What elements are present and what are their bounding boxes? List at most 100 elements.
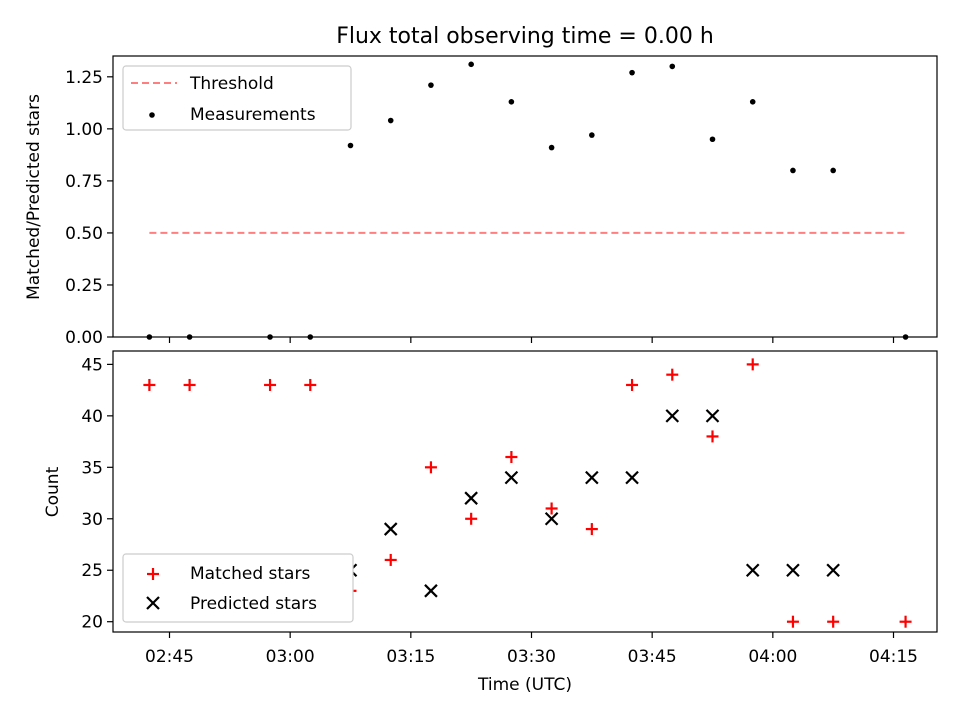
top-y-axis-label: Matched/Predicted stars [24,94,44,300]
measurement-point [669,63,676,70]
matched-star-point [465,512,478,525]
legend-threshold-label: Threshold [189,74,274,94]
measurement-point [629,69,635,76]
measurement-point [508,98,515,105]
predicted-star-point [544,511,559,526]
bottom-x-ticks: 02:45 03:00 03:15 03:30 03:45 04:00 04:15 [145,632,918,667]
predicted-star-point [383,522,398,536]
matched-star-point [424,461,437,474]
top-y-ticks: 0.00 0.25 0.50 0.75 1.00 1.25 [65,68,113,348]
measurement-point [267,334,273,340]
legend-predicted-label: Predicted stars [190,594,317,614]
legend-measurements-swatch [149,112,155,118]
x-tick-label: 02:45 [145,647,194,667]
top-y-tick-label: 1.25 [65,68,103,88]
measurement-point [548,144,555,151]
top-y-tick-label: 0.00 [65,328,103,348]
predicted-star-point [826,563,840,578]
bottom-y-ticks: 20 25 30 35 40 45 [81,355,113,633]
bottom-axes-frame [112,350,938,633]
legend-measurements-label: Measurements [190,105,316,125]
x-tick-label: 03:45 [628,647,677,667]
predicted-stroke [383,522,398,536]
legend-matched-label: Matched stars [190,564,310,584]
predicted-stroke [504,470,519,485]
measurement-point [790,167,796,174]
top-y-tick-label: 0.25 [65,276,103,296]
bottom-y-tick-label: 30 [81,510,103,530]
x-axis-label: Time (UTC) [477,675,572,695]
x-tick-label: 03:00 [266,647,315,667]
x-tick-label: 04:15 [869,647,918,667]
predicted-stroke [424,584,438,598]
bottom-y-tick-label: 25 [81,561,103,581]
top-x-ticks [168,337,895,343]
bottom-y-tick-label: 40 [81,407,103,427]
predicted-stroke [705,409,720,423]
matched-star-point [786,615,799,628]
matched-star-point [505,451,518,464]
top-axes: Matched/Predicted stars 0.00 0.25 0.50 0.75… [24,55,938,348]
top-legend-box [122,65,352,131]
matched-star-point [827,615,840,628]
matched-star-point [384,553,397,566]
top-y-tick-label: 0.75 [65,172,103,192]
predicted-stroke [786,563,800,578]
matched-star-point [183,378,196,391]
matched-star-point [706,430,719,443]
bottom-legend: Matched stars Predicted stars [122,553,354,623]
bottom-marks [143,358,912,628]
matched-star-point [899,615,912,628]
legend-matched-swatch [147,568,159,580]
top-y-tick-label: 0.50 [65,224,103,244]
top-y-tick-label: 1.00 [65,120,103,140]
predicted-stroke [625,470,639,485]
matched-star-point [626,378,639,391]
measurement-point [468,61,474,68]
predicted-star-point [786,563,800,578]
predicted-stroke [544,511,559,526]
predicted-stroke [464,491,478,505]
bottom-y-tick-label: 45 [81,355,103,375]
x-tick-label: 03:30 [507,647,556,667]
measurement-point [709,136,716,143]
bottom-legend-box [122,553,354,623]
measurement-point [749,98,756,105]
measurement-point [387,117,394,124]
top-legend: Threshold Measurements [122,65,352,131]
top-marks [146,61,909,340]
top-axes-frame [112,55,938,338]
measurement-point [307,334,314,340]
predicted-star-point [665,409,680,423]
measurement-point [902,334,909,340]
bottom-axes: Count Time (UTC) 20 25 30 35 40 45 02:45 03:00… [43,350,938,695]
predicted-star-point [464,491,478,505]
matched-star-point [264,378,277,391]
chart-title: Flux total observing time = 0.00 h [336,24,714,49]
measurement-point [428,82,434,88]
x-tick-label: 03:15 [386,647,435,667]
x-tick-label: 04:00 [748,647,797,667]
legend-predicted-swatch [146,596,160,610]
predicted-star-point [625,470,639,485]
measurement-point [146,334,153,340]
predicted-stroke [585,470,599,485]
predicted-star-point [585,470,599,485]
matched-star-point [143,378,156,391]
matched-star-point [545,502,558,515]
bottom-y-tick-label: 35 [81,458,103,478]
measurement-point [830,167,836,174]
predicted-star-point [424,584,438,598]
matched-star-point [304,378,317,391]
matched-star-point [746,358,759,371]
measurement-point [347,142,354,149]
predicted-stroke [665,409,680,423]
predicted-stroke [745,563,760,578]
measurement-point [186,334,193,340]
predicted-star-point [745,563,760,578]
bottom-y-tick-label: 20 [81,613,103,633]
predicted-star-point [504,470,519,485]
matched-star-point [666,368,679,381]
bottom-y-axis-label: Count [43,466,63,517]
